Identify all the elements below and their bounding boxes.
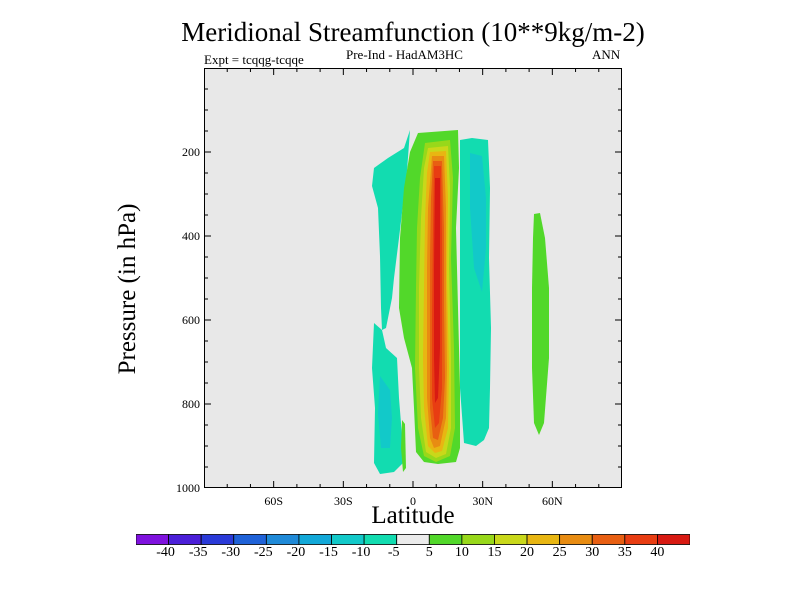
negative-cell-right-core: [470, 153, 486, 292]
x-tick-label: 30N: [472, 494, 493, 508]
colorbar-swatch: [200, 534, 235, 545]
x-tick-label: 60N: [541, 494, 563, 508]
experiment-label: Expt = tcqqg-tcqqe: [204, 52, 304, 67]
colorbar-label: -40: [156, 545, 175, 560]
colorbar-swatch: [494, 534, 528, 545]
colorbar-swatch: [559, 534, 593, 545]
colorbar-label: -25: [254, 545, 273, 560]
colorbar-label: -15: [319, 545, 338, 560]
colorbar-label: 20: [520, 545, 535, 560]
positive-cell-core-40: [434, 178, 440, 403]
colorbar-label: -10: [351, 545, 371, 560]
y-tick-label: 400: [182, 229, 200, 243]
colorbar-label: -5: [387, 545, 400, 560]
colorbar-swatch: [428, 534, 463, 545]
colorbar-label: 40: [650, 545, 665, 560]
colorbar-swatch: [461, 534, 495, 545]
colorbar-label: -20: [286, 545, 306, 560]
x-tick-label: 60S: [264, 494, 283, 508]
positive-sliver-south: [401, 420, 406, 472]
colorbar-swatch: [168, 534, 202, 545]
colorbar-swatch: [591, 534, 626, 545]
colorbar-swatch: [265, 534, 300, 545]
colorbar-label: 35: [617, 545, 632, 560]
colorbar-label: 15: [487, 545, 502, 560]
chart-title: Meridional Streamfunction (10**9kg/m-2): [181, 17, 645, 47]
x-tick-label: 0: [410, 494, 416, 508]
y-tick-label: 600: [182, 313, 200, 327]
axis-ticks: [204, 68, 622, 488]
negative-cell-left-lower-core: [378, 376, 392, 448]
colorbar-swatch: [298, 534, 332, 545]
colorbar-label: -30: [221, 545, 241, 560]
colorbar-swatch: [363, 534, 398, 545]
y-tick-label: 200: [182, 145, 200, 159]
colorbar: [136, 534, 690, 545]
colorbar-label: -35: [188, 545, 208, 560]
colorbar-swatch: [657, 534, 690, 545]
colorbar-label: 25: [552, 545, 567, 560]
colorbar-swatch: [526, 534, 561, 545]
colorbar-label: 10: [454, 545, 469, 560]
y-tick-label: 800: [182, 397, 200, 411]
colorbar-swatch: [233, 534, 267, 545]
colorbar-swatch: [331, 534, 365, 545]
x-axis-title: Latitude: [371, 502, 455, 529]
colorbar-swatch: [136, 534, 169, 545]
colorbar-label: 5: [425, 545, 433, 560]
comparison-label: Pre-Ind - HadAM3HC: [346, 47, 463, 62]
streamfunction-plot: [204, 68, 622, 488]
negative-cell-left-upper: [372, 130, 410, 330]
x-tick-label: 30S: [333, 494, 353, 508]
season-label: ANN: [592, 47, 621, 62]
colorbar-label: 30: [585, 545, 600, 560]
positive-cell-high-lat: [532, 213, 549, 435]
colorbar-swatch: [624, 534, 658, 545]
colorbar-swatch: [396, 534, 430, 545]
y-tick-label: 1000: [176, 481, 200, 495]
y-axis-title: Pressure (in hPa): [114, 203, 141, 375]
